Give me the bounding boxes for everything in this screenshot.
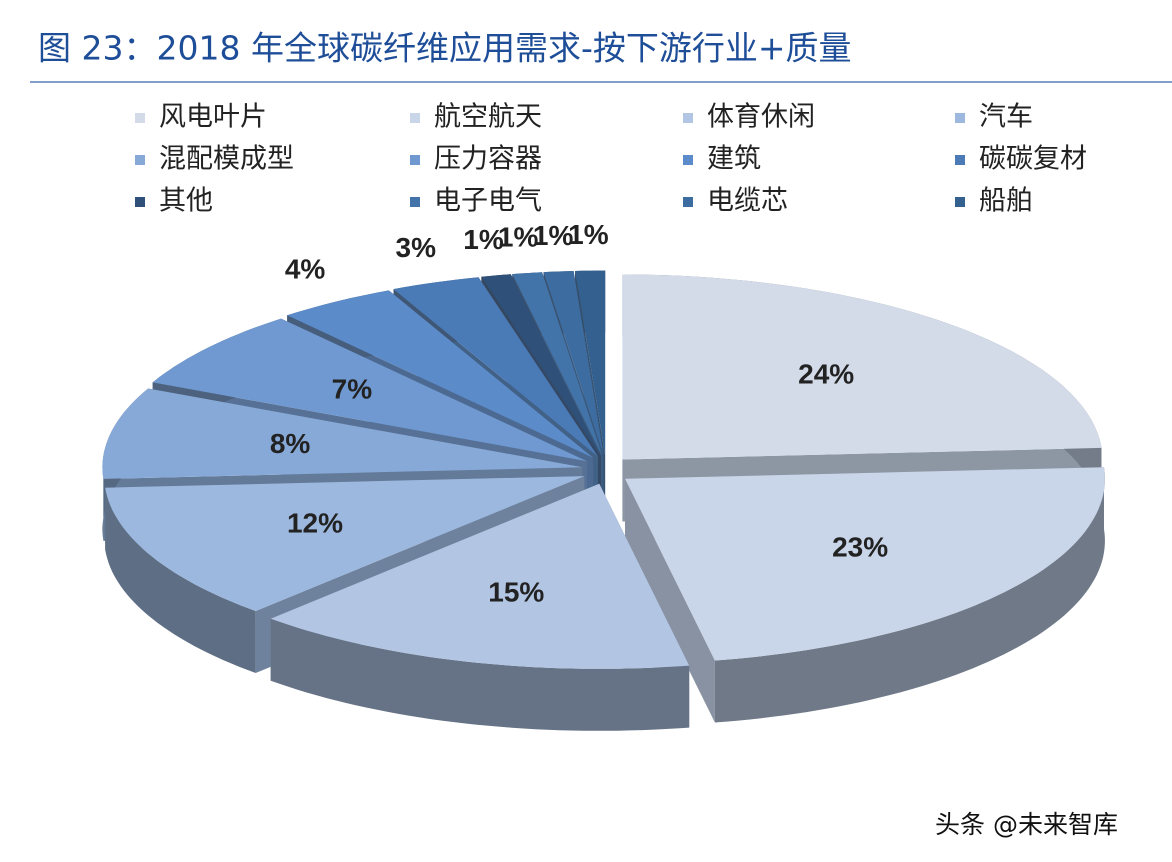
slice: [102, 388, 583, 479]
legend-label: 压力容器: [434, 144, 542, 175]
legend-label: 电缆芯: [707, 186, 788, 217]
legend-swatch: [410, 113, 420, 123]
value-label: 1%: [463, 224, 504, 255]
slice: [512, 272, 603, 456]
legend-swatch: [410, 197, 420, 207]
legend-swatch: [955, 113, 965, 123]
legend-label: 体育休闲: [707, 102, 815, 133]
slice: [270, 483, 690, 669]
slice-wall: [625, 478, 715, 723]
legend-label: 混配模成型: [159, 144, 294, 175]
value-label: 23%: [832, 532, 888, 563]
value-label: 3%: [396, 232, 437, 263]
legend-label: 其他: [159, 186, 213, 217]
slice: [543, 271, 604, 456]
slice-side: [270, 618, 690, 731]
legend-label: 风电叶片: [159, 102, 267, 133]
value-label: 1%: [498, 222, 539, 253]
legend-swatch: [135, 197, 145, 207]
legend-label: 建筑: [707, 144, 761, 175]
legend-label: 碳碳复材: [979, 144, 1087, 175]
legend-swatch: [135, 113, 145, 123]
legend-label: 电子电气: [434, 186, 542, 217]
slice: [625, 467, 1105, 723]
legend-swatch: [683, 197, 693, 207]
slice: [481, 274, 601, 456]
value-label: 4%: [285, 253, 326, 284]
legend-label: 汽车: [979, 102, 1033, 133]
value-label: 15%: [488, 576, 544, 607]
legend-swatch: [135, 155, 145, 165]
legend-swatch: [955, 197, 965, 207]
legend-swatch: [410, 155, 420, 165]
legend-swatch: [955, 155, 965, 165]
slice: [393, 277, 598, 457]
slice: [270, 483, 690, 731]
chart-title: 图 23：2018 年全球碳纤维应用需求-按下游行业+质量: [38, 29, 852, 68]
legend-label: 船舶: [979, 186, 1033, 217]
value-label: 1%: [533, 220, 574, 251]
value-label: 24%: [798, 358, 854, 389]
value-label: 7%: [332, 373, 373, 404]
slice: [152, 318, 587, 462]
slice: [625, 467, 1105, 661]
slice: [287, 290, 594, 458]
legend-swatch: [683, 113, 693, 123]
slice: [575, 270, 606, 456]
watermark: 头条 @未来智库: [935, 810, 1118, 839]
value-label: 12%: [287, 507, 343, 538]
slice: [622, 274, 1102, 460]
slice-side: [105, 487, 256, 673]
value-label: 1%: [568, 219, 609, 250]
legend-label: 航空航天: [434, 102, 542, 133]
slice-side: [714, 467, 1105, 723]
legend-swatch: [683, 155, 693, 165]
value-label: 8%: [270, 428, 311, 459]
slice: [105, 476, 585, 611]
